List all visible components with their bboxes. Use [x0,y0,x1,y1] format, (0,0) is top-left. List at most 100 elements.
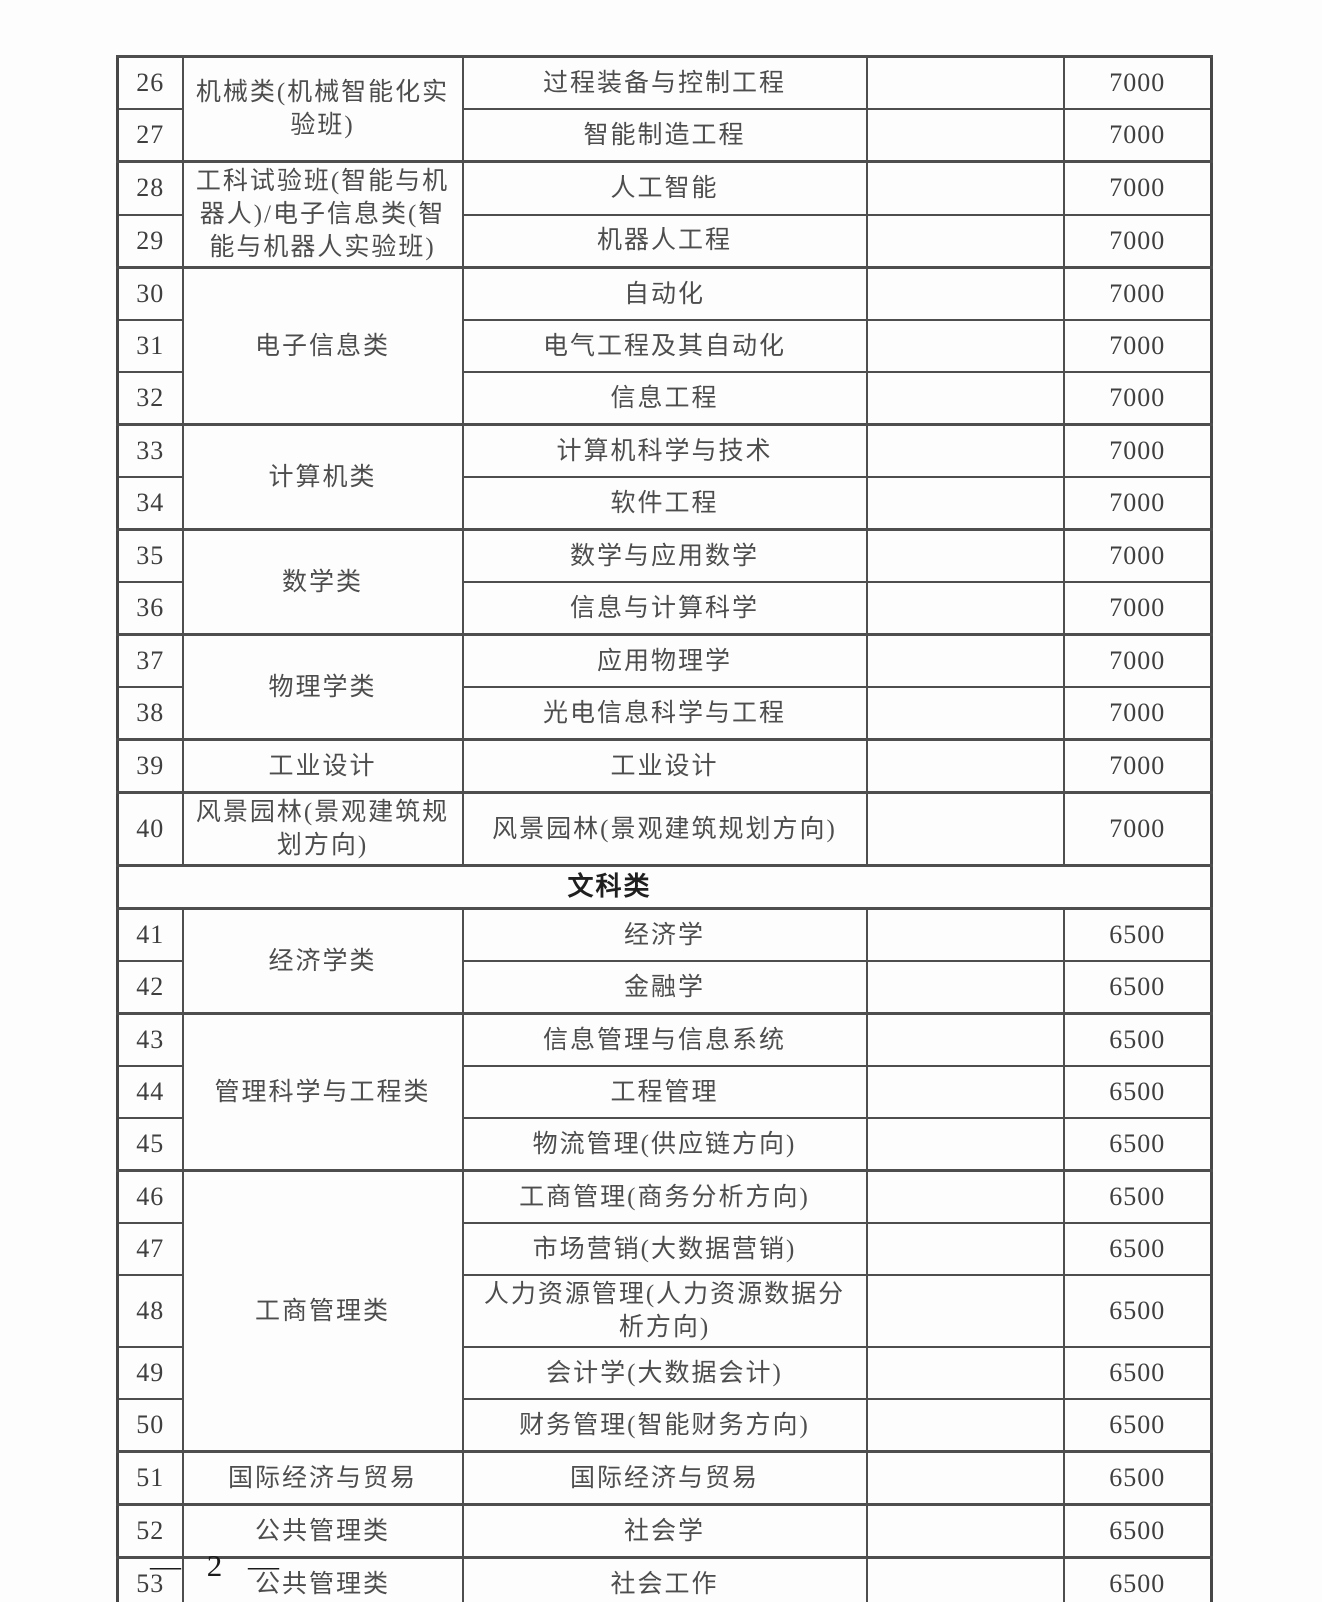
note-cell [865,528,1065,583]
serial-cell: 42 [116,960,184,1015]
serial-cell: 51 [116,1450,184,1506]
note-cell [865,319,1065,373]
note-cell [865,1346,1065,1400]
fee-cell: 7000 [1062,686,1213,741]
note-cell [865,160,1065,216]
fee-cell: 6500 [1062,1346,1213,1400]
serial-cell: 29 [116,213,184,269]
note-cell [865,1065,1065,1119]
major-cell: 光电信息科学与工程 [461,686,868,741]
note-cell [865,581,1065,636]
serial-cell: 53 [116,1556,184,1602]
serial-cell: 31 [116,319,184,373]
major-cell: 信息工程 [461,371,868,426]
serial-cell: 30 [116,266,184,321]
fee-cell: 6500 [1062,1117,1213,1172]
serial-cell: 45 [116,1117,184,1172]
fee-table-body: 26 机械类(机械智能化实验班) 过程装备与控制工程 7000 27 智能制造工程 7000… [116,55,1213,1602]
category-cell: 风景园林(景观建筑规划方向) [181,791,464,867]
note-cell [865,960,1065,1015]
fee-cell: 7000 [1062,791,1213,867]
serial-cell: 52 [116,1503,184,1559]
category-cell: 机械类(机械智能化实验班) [181,55,464,163]
major-cell: 自动化 [461,266,868,321]
note-cell [865,371,1065,426]
major-cell: 金融学 [461,960,868,1015]
major-cell: 工程管理 [461,1065,868,1119]
table-row: 39 工业设计 工业设计 7000 [116,738,1213,794]
table-row: 40 风景园林(景观建筑规划方向) 风景园林(景观建筑规划方向) 7000 [116,791,1213,867]
fee-cell: 6500 [1062,907,1213,962]
table-row: 43 管理科学与工程类 信息管理与信息系统 6500 [116,1012,1213,1172]
major-cell: 计算机科学与技术 [461,423,868,478]
note-cell [865,633,1065,688]
category-cell: 公共管理类 [181,1503,464,1559]
note-cell [865,1169,1065,1224]
table-row: 38 光电信息科学与工程 7000 [116,686,1213,741]
fee-cell: 7000 [1062,108,1213,163]
serial-cell: 50 [116,1398,184,1453]
fee-cell: 6500 [1062,1556,1213,1602]
page-number: — 2 — [150,1548,288,1583]
category-cell: 工业设计 [181,738,464,794]
fee-cell: 6500 [1062,1169,1213,1224]
table-row: 33 计算机类 计算机科学与技术 7000 [116,423,1213,531]
major-cell: 会计学(大数据会计) [461,1346,868,1400]
serial-cell: 46 [116,1169,184,1224]
major-cell: 软件工程 [461,476,868,531]
serial-cell: 36 [116,581,184,636]
table-row: 31 电气工程及其自动化 7000 [116,319,1213,373]
table-row: 53 公共管理类 社会工作 6500 [116,1556,1213,1602]
serial-cell: 26 [116,55,184,110]
major-cell: 信息管理与信息系统 [461,1012,868,1067]
major-cell: 经济学 [461,907,868,962]
note-cell [865,1222,1065,1276]
fee-cell: 6500 [1062,1012,1213,1067]
major-cell: 工业设计 [461,738,868,794]
fee-cell: 7000 [1062,476,1213,531]
category-cell: 管理科学与工程类 [181,1012,464,1172]
serial-cell: 35 [116,528,184,583]
major-cell: 智能制造工程 [461,108,868,163]
serial-cell: 27 [116,108,184,163]
table-row: 49 会计学(大数据会计) 6500 [116,1346,1213,1400]
major-cell: 信息与计算科学 [461,581,868,636]
major-cell: 风景园林(景观建筑规划方向) [461,791,868,867]
note-cell [865,738,1065,794]
table-row: 27 智能制造工程 7000 [116,108,1213,163]
table-row: 30 电子信息类 自动化 7000 [116,266,1213,426]
section-header-label: 文科类 [567,871,652,901]
major-cell: 数学与应用数学 [461,528,868,583]
note-cell [865,266,1065,321]
fee-cell: 7000 [1062,738,1213,794]
fee-cell: 7000 [1062,160,1213,216]
tuition-fee-table: 26 机械类(机械智能化实验班) 过程装备与控制工程 7000 27 智能制造工程 7000… [116,55,1213,1602]
category-cell: 物理学类 [181,633,464,741]
table-row: 29 机器人工程 7000 [116,213,1213,269]
table-row: 41 经济学类 经济学 6500 [116,907,1213,1015]
fee-cell: 6500 [1062,1065,1213,1119]
note-cell [865,476,1065,531]
category-cell: 电子信息类 [181,266,464,426]
fee-cell: 7000 [1062,55,1213,110]
serial-cell: 38 [116,686,184,741]
table-row: 51 国际经济与贸易 国际经济与贸易 6500 [116,1450,1213,1506]
table-row: 32 信息工程 7000 [116,371,1213,426]
major-cell: 社会工作 [461,1556,868,1602]
major-cell: 人力资源管理(人力资源数据分析方向) [461,1274,868,1348]
major-cell: 物流管理(供应链方向) [461,1117,868,1172]
table-row: 26 机械类(机械智能化实验班) 过程装备与控制工程 7000 [116,55,1213,163]
note-cell [865,1556,1065,1602]
serial-cell: 43 [116,1012,184,1067]
serial-cell: 28 [116,160,184,216]
major-cell: 财务管理(智能财务方向) [461,1398,868,1453]
note-cell [865,1274,1065,1348]
major-cell: 社会学 [461,1503,868,1559]
note-cell [865,1117,1065,1172]
table-row: 34 软件工程 7000 [116,476,1213,531]
note-cell [865,1450,1065,1506]
serial-cell: 41 [116,907,184,962]
note-cell [865,108,1065,163]
serial-cell: 47 [116,1222,184,1276]
major-cell: 人工智能 [461,160,868,216]
